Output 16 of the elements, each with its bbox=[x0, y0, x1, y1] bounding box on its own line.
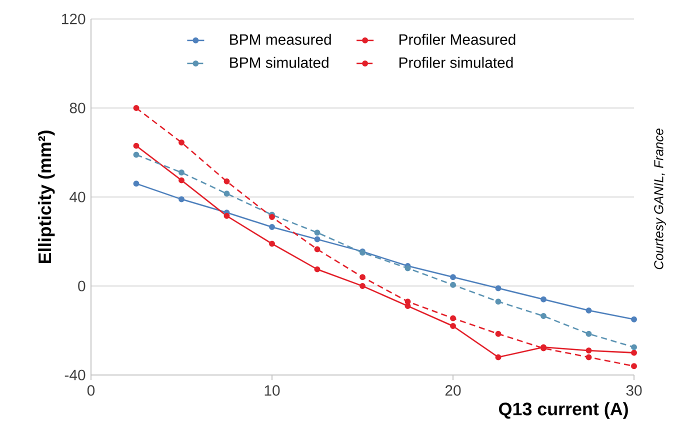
legend-label: BPM simulated bbox=[230, 56, 328, 68]
text: Courtesy GANIL, France bbox=[654, 128, 666, 270]
y-axis-title: Ellipticity (mm²) bbox=[38, 130, 55, 264]
y-tick-label: -40 bbox=[64, 370, 86, 380]
legend-label: Profiler simulated bbox=[399, 56, 513, 68]
legend-label: BPM measured bbox=[230, 34, 331, 45]
legend-label: Profiler Measured bbox=[399, 34, 516, 45]
y-tick-label: 80 bbox=[70, 102, 86, 114]
x-axis-title: Q13 current (A) bbox=[499, 402, 628, 419]
y-tick-label: 120 bbox=[62, 14, 86, 24]
x-tick-label: 20 bbox=[445, 385, 461, 396]
x-tick-label: 0 bbox=[87, 385, 95, 396]
y-tick-label: 0 bbox=[78, 280, 86, 292]
x-tick-label: 10 bbox=[264, 385, 280, 396]
x-tick-label: 30 bbox=[626, 385, 642, 396]
y-tick-label: 40 bbox=[70, 192, 86, 202]
